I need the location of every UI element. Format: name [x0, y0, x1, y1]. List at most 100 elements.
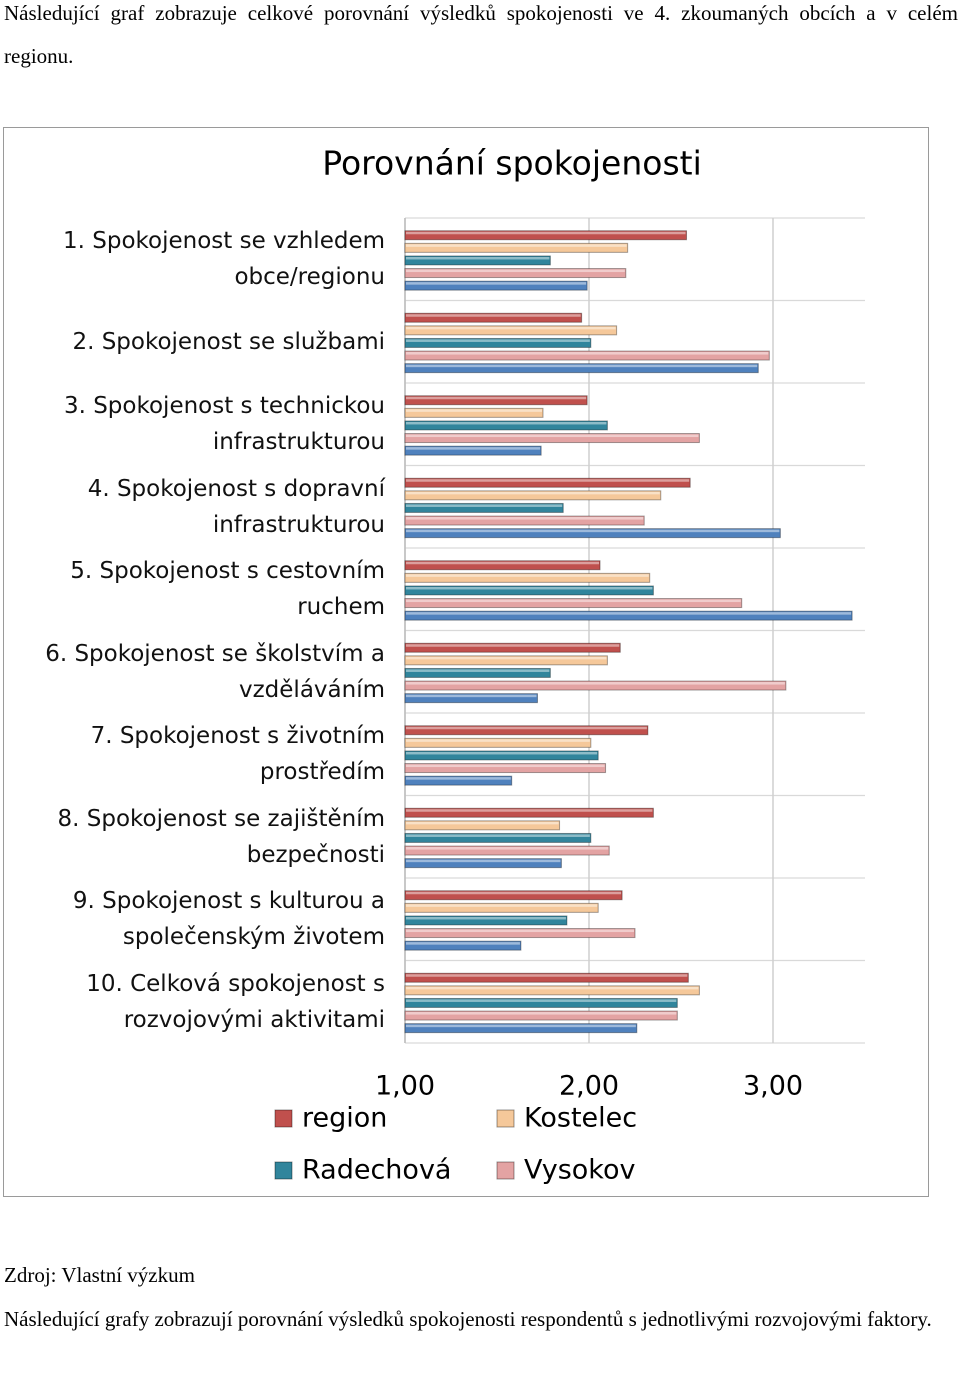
bar-highlight [406, 586, 653, 590]
legend-swatch [496, 1109, 515, 1128]
bar [404, 775, 513, 786]
bar [404, 902, 599, 913]
bar-highlight [406, 999, 677, 1002]
category-label: 9. Spokojenost s kulturou a společenským… [72, 888, 385, 951]
bar [404, 997, 678, 1008]
bar [404, 420, 608, 431]
outro-paragraph: Následující grafy zobrazují porovnání vý… [4, 1307, 932, 1331]
category-label: 4. Spokojenost s dopravní infrastrukturo… [87, 475, 385, 538]
legend-swatch [496, 1161, 515, 1180]
bar-highlight [406, 847, 609, 850]
bar-highlight [406, 986, 699, 990]
bar-highlight [406, 479, 690, 482]
bar-highlight [406, 517, 644, 520]
bar [404, 490, 662, 501]
bar-highlight [406, 669, 550, 672]
bar-highlight [406, 364, 758, 368]
bar-highlight [406, 821, 559, 825]
bar-highlight [406, 694, 537, 698]
bar [404, 985, 700, 996]
bar-highlight [406, 314, 581, 317]
bar-highlight [406, 244, 627, 247]
bar [404, 325, 618, 336]
bar-highlight [406, 942, 520, 945]
bar-highlight [406, 891, 622, 895]
bar-highlight [406, 644, 620, 647]
legend-label: Kostelec [524, 1103, 637, 1134]
bar-highlight [406, 256, 550, 260]
bar-highlight [406, 777, 511, 780]
bar-highlight [406, 396, 587, 400]
bar [404, 915, 568, 926]
bar [404, 890, 623, 901]
category-label: 10. Celková spokojenost s rozvojovými ak… [86, 970, 385, 1033]
intro-paragraph: Následující graf zobrazuje celkové porov… [4, 1, 958, 68]
bar [404, 845, 610, 856]
bar-highlight [406, 421, 607, 425]
bar [404, 572, 651, 583]
bar [404, 268, 627, 279]
bar [404, 280, 588, 291]
bar [404, 928, 636, 939]
bar-highlight [406, 916, 566, 920]
bar [404, 642, 621, 653]
bar [404, 312, 583, 323]
bar-highlight [406, 282, 587, 285]
bar-highlight [406, 599, 741, 603]
legend-label: region [302, 1103, 387, 1134]
legend-swatch [274, 1109, 293, 1128]
bar [404, 940, 522, 951]
category-label: 8. Spokojenost se zajištěním bezpečnosti [57, 805, 385, 868]
bar-highlight [406, 834, 590, 837]
bar [404, 598, 743, 609]
bar [404, 807, 654, 818]
bar [404, 255, 551, 266]
bar-highlight [406, 904, 598, 907]
bar-highlight [406, 352, 769, 355]
legend-label: Vysokov [524, 1155, 636, 1186]
bar-highlight [406, 739, 590, 742]
chart-title: Porovnání spokojenosti [322, 144, 702, 183]
bar [404, 858, 562, 869]
x-tick-label: 2,00 [559, 1071, 619, 1102]
bar-highlight [406, 929, 634, 933]
bar-highlight [406, 612, 852, 615]
bar-highlight [406, 809, 653, 812]
legend-label: Radechová [302, 1155, 451, 1186]
bar-highlight [406, 561, 600, 565]
bar-highlight [406, 859, 561, 863]
category-label: 1. Spokojenost se vzhledem obce/regionu [63, 228, 385, 291]
legend-swatch [274, 1161, 293, 1180]
bar [404, 737, 592, 748]
category-label: 2. Spokojenost se službami [72, 328, 385, 355]
bar-highlight [406, 504, 563, 507]
bar [404, 832, 592, 843]
x-tick-label: 3,00 [743, 1071, 803, 1102]
bar [404, 477, 691, 488]
bar [404, 972, 689, 983]
bar-highlight [406, 447, 541, 450]
category-label: 6. Spokojenost se školstvím a vzdělávání… [45, 640, 385, 703]
bar [404, 363, 759, 374]
category-label: 5. Spokojenost s cestovním ruchem [70, 558, 385, 621]
bar-highlight [406, 1012, 677, 1015]
bar [404, 655, 608, 666]
bar [404, 337, 592, 348]
bar-highlight [406, 326, 616, 330]
bar-highlight [406, 1024, 636, 1028]
bar [404, 230, 688, 241]
bar-highlight [406, 434, 699, 438]
bar-highlight [406, 726, 647, 730]
bar [404, 560, 601, 571]
bar [404, 667, 551, 678]
bar-highlight [406, 574, 649, 577]
bar-highlight [406, 656, 607, 660]
bar [404, 763, 607, 774]
category-label: 7. Spokojenost s životním prostředím [90, 723, 385, 786]
bar-highlight [406, 764, 605, 768]
bar [404, 820, 561, 831]
source-note: Zdroj: Vlastní výzkum [4, 1263, 195, 1287]
bar [404, 502, 564, 513]
